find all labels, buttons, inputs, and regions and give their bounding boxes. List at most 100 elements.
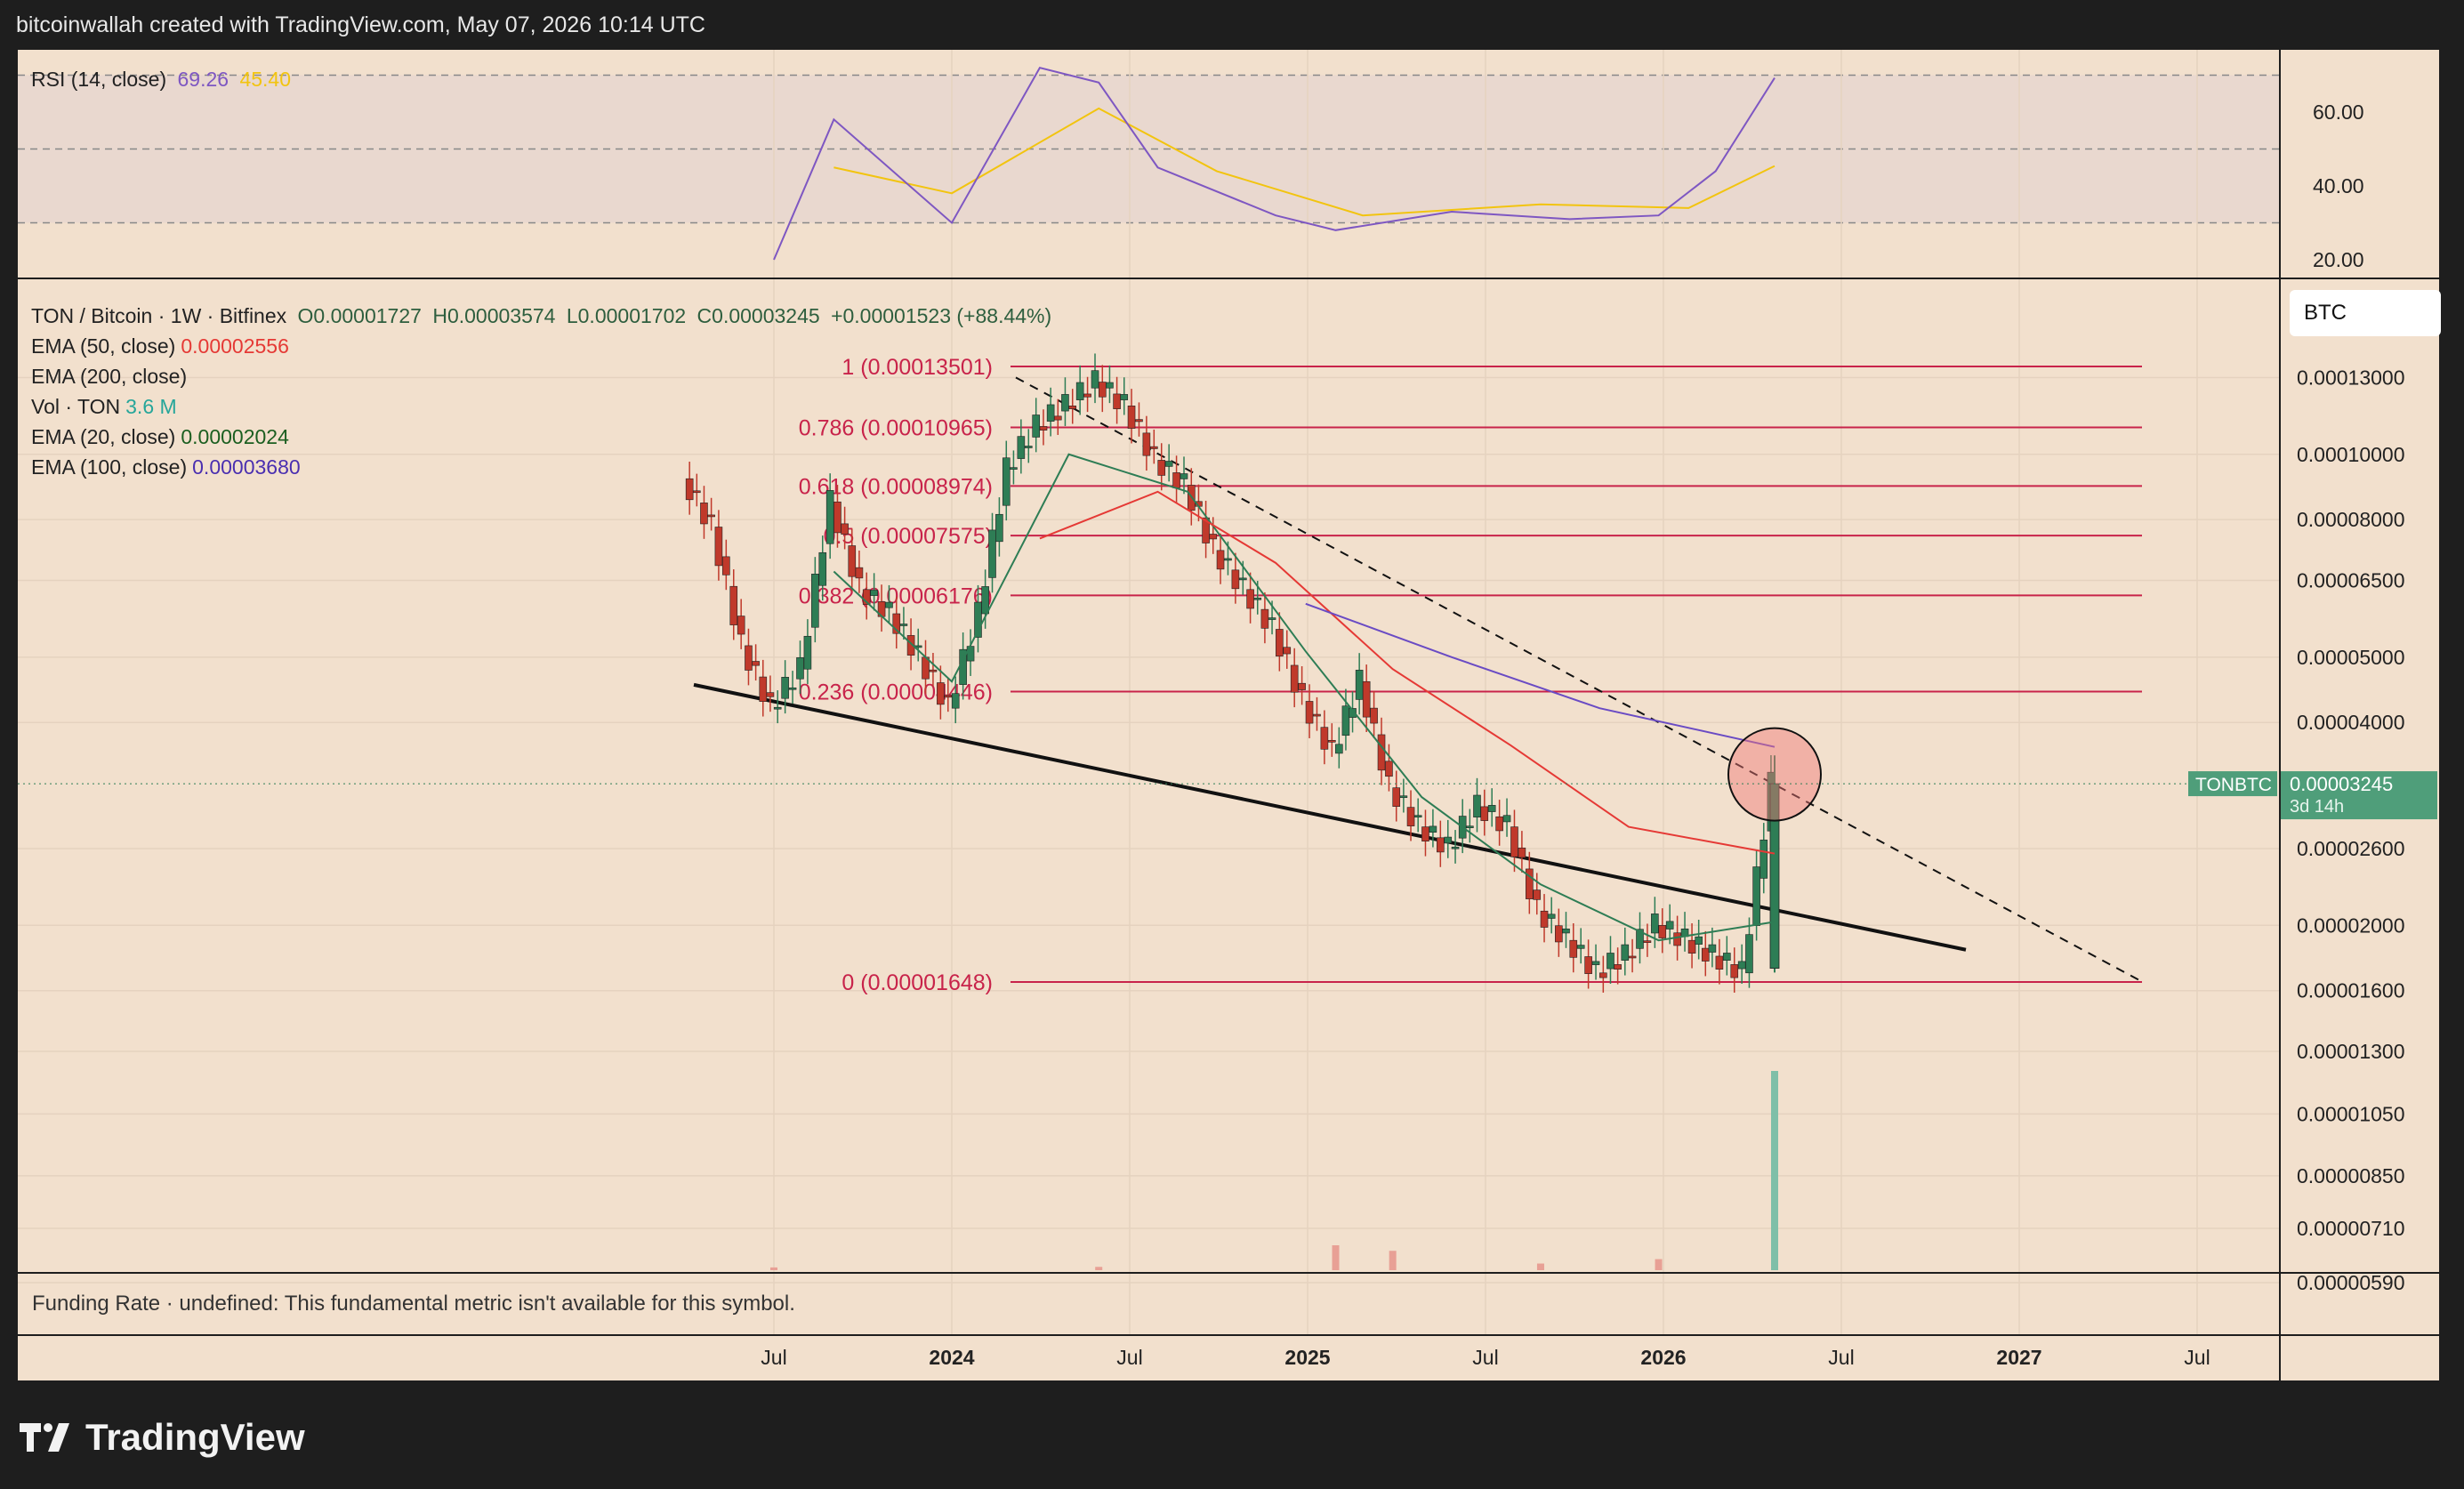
candle-body	[1673, 932, 1681, 946]
candle-body	[1246, 589, 1254, 609]
rsi-label: RSI (14, close)	[31, 68, 167, 91]
candle-body	[1157, 460, 1166, 476]
ema50-row: EMA (50, close) 0.00002556	[31, 331, 1057, 361]
candle-body	[1510, 826, 1518, 857]
candle-body	[1349, 708, 1357, 718]
candle-body	[1406, 807, 1415, 826]
candle-body	[929, 669, 938, 672]
price-tick-label: 0.00006500	[2297, 569, 2405, 592]
rsi-tick-label: 40.00	[2313, 174, 2364, 197]
price-tick-label: 0.00002600	[2297, 837, 2405, 860]
candle-body	[1495, 816, 1503, 832]
candle-body	[885, 601, 893, 608]
candle-body	[766, 692, 775, 697]
candle-body	[825, 490, 834, 544]
candle-body	[1320, 727, 1329, 750]
candle-body	[862, 589, 871, 605]
ema100-row: EMA (100, close) 0.00003680	[31, 452, 1057, 482]
candle-body	[1540, 910, 1549, 928]
candle-body	[1106, 382, 1114, 389]
candle-body	[700, 503, 708, 525]
price-tick-label: 0.00004000	[2297, 711, 2405, 734]
candle-body	[1584, 956, 1592, 974]
volume-bar	[1771, 1071, 1778, 1270]
candle-body	[1451, 846, 1460, 849]
candle-body	[1473, 794, 1481, 817]
candle-body	[1172, 472, 1180, 488]
ema20-row: EMA (20, close) 0.00002024	[31, 422, 1057, 452]
ema50-label: EMA (50, close)	[31, 334, 176, 358]
open-value: O0.00001727	[297, 304, 422, 327]
fib-level-label: 1 (0.00013501)	[841, 355, 993, 380]
candle-body	[870, 590, 878, 596]
breakout-highlight-circle	[1727, 727, 1822, 822]
ema20-label: EMA (20, close)	[31, 425, 176, 448]
candle-body	[1202, 517, 1210, 543]
ema200-row: EMA (200, close)	[31, 361, 1057, 391]
candle-body	[781, 677, 789, 699]
candle-body	[1305, 701, 1314, 724]
rsi-value: 69.26	[177, 68, 229, 91]
volume-bar	[1095, 1267, 1103, 1270]
candle-body	[995, 513, 1003, 543]
volume-bar	[1655, 1259, 1663, 1270]
candle-body	[1239, 577, 1247, 581]
candle-body	[1150, 446, 1158, 449]
time-tick-label: 2025	[1284, 1346, 1330, 1369]
candle-body	[1752, 866, 1760, 926]
candle-body	[1715, 955, 1724, 970]
candle-body	[1606, 953, 1614, 970]
candle-body	[1341, 705, 1350, 736]
candle-body	[1658, 925, 1667, 938]
price-tag-symbol: TONBTC	[2195, 775, 2272, 795]
volume-bar	[1536, 1263, 1544, 1270]
ema100-line	[1305, 602, 1776, 748]
ema100-value: 0.00003680	[192, 455, 301, 479]
candle-body	[951, 693, 960, 709]
chart-svg: 60.00 40.00 20.00 0.00013000 0.00010000 0.000…	[18, 50, 2437, 1369]
candle-body	[841, 523, 849, 535]
price-tick-label: 0.00001050	[2297, 1102, 2405, 1125]
price-tick-label: 0.00010000	[2297, 443, 2405, 466]
candle-body	[788, 687, 797, 690]
chart-header: bitcoinwallah created with TradingView.c…	[16, 12, 705, 37]
volume-bar	[770, 1267, 777, 1270]
candle-body	[1328, 739, 1336, 743]
ema50-value: 0.00002556	[181, 334, 289, 358]
candle-body	[1253, 597, 1262, 600]
candle-body	[1061, 394, 1069, 412]
candle-body	[1695, 936, 1703, 945]
volume-pane-divider	[18, 1272, 2439, 1274]
candle-body	[848, 545, 857, 577]
candle-body	[1224, 558, 1232, 561]
candle-body	[818, 551, 827, 586]
candle-body	[1547, 914, 1556, 919]
candle-body	[1283, 647, 1292, 655]
candle-body	[707, 514, 715, 518]
candle-body	[1135, 419, 1143, 423]
change-value: +0.00001523 (+88.44%)	[831, 304, 1052, 327]
ema200-label: EMA (200, close)	[31, 365, 188, 388]
candle-body	[1599, 972, 1607, 978]
time-tick-label: 2027	[1996, 1346, 2041, 1369]
candle-body	[892, 613, 901, 634]
currency-button[interactable]: BTC	[2290, 290, 2441, 336]
time-tick-label: 2026	[1640, 1346, 1686, 1369]
candle-body	[1298, 682, 1306, 690]
candle-body	[1643, 940, 1652, 943]
candle-body	[1231, 569, 1240, 590]
candle-body	[1569, 939, 1578, 958]
tradingview-logo[interactable]: TradingView	[20, 1416, 305, 1459]
candle-body	[1628, 955, 1637, 959]
price-tag-symbol-bg	[2188, 771, 2277, 797]
candle-body	[1413, 815, 1422, 817]
price-tick-label: 0.00000590	[2297, 1271, 2405, 1294]
candle-body	[944, 695, 953, 698]
candle-body	[1759, 839, 1768, 879]
candle-body	[722, 556, 730, 575]
candle-body	[1039, 426, 1048, 431]
close-value: C0.00003245	[697, 304, 820, 327]
price-legend[interactable]: TON / Bitcoin · 1W · Bitfinex O0.0000172…	[31, 301, 1057, 482]
price-tick-label: 0.00008000	[2297, 508, 2405, 531]
rsi-legend[interactable]: RSI (14, close) 69.26 45.40	[31, 68, 296, 92]
